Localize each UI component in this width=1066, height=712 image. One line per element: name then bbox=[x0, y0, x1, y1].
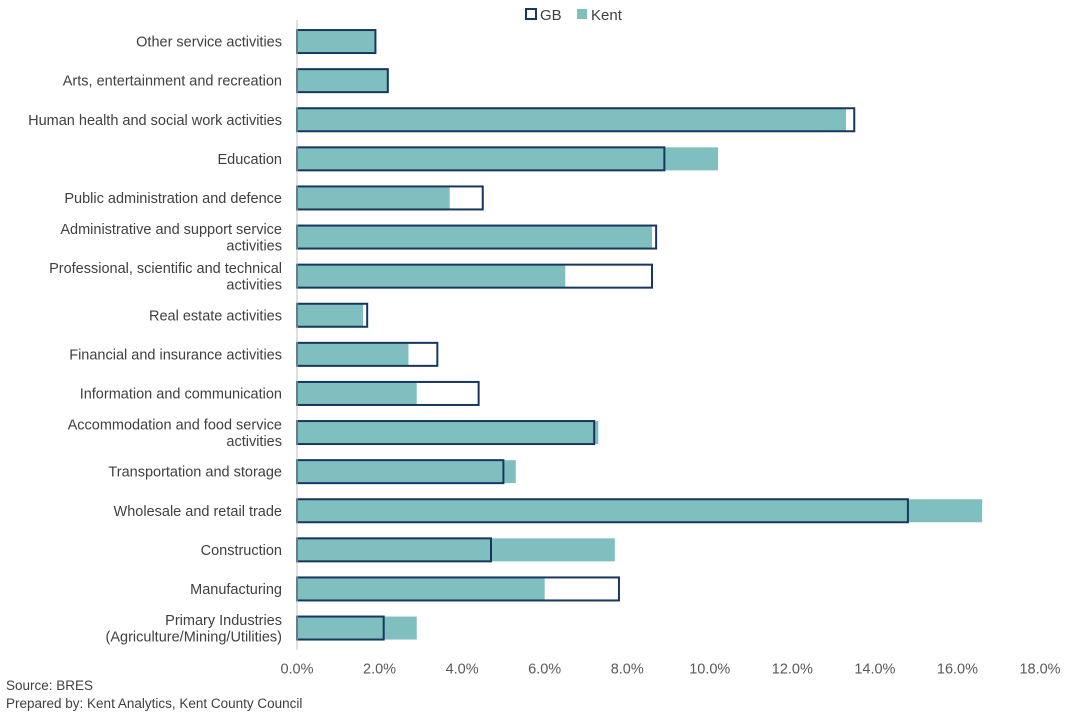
legend: GB Kent bbox=[526, 7, 623, 24]
category-label-manufacturing: Manufacturing bbox=[190, 582, 282, 598]
bar-kent-transportation-and-storage bbox=[297, 460, 516, 483]
bar-kent-manufacturing bbox=[297, 577, 545, 600]
category-label-construction: Construction bbox=[201, 543, 282, 559]
category-label-information-and-communication: Information and communication bbox=[80, 386, 282, 402]
category-label-financial-and-insurance-activities: Financial and insurance activities bbox=[69, 347, 282, 363]
category-label-wholesale-and-retail-trade: Wholesale and retail trade bbox=[114, 504, 282, 520]
x-tick-label: 0.0% bbox=[280, 662, 313, 678]
category-label-professional-scientific-and-technical-activities: Professional, scientific and technical ac… bbox=[49, 261, 282, 294]
bar-kent-construction bbox=[297, 538, 615, 561]
bar-kent-information-and-communication bbox=[297, 382, 417, 405]
bar-kent-arts-entertainment-and-recreation bbox=[297, 69, 388, 92]
legend-item-kent: Kent bbox=[577, 7, 623, 24]
category-label-administrative-and-support-service-activities: Administrative and support service activi… bbox=[60, 222, 282, 255]
bars bbox=[297, 30, 982, 640]
bar-kent-public-administration-and-defence bbox=[297, 186, 450, 209]
category-label-public-administration-and-defence: Public administration and defence bbox=[64, 191, 282, 207]
bar-kent-accommodation-and-food-service-activities bbox=[297, 421, 598, 444]
legend-swatch-gb bbox=[526, 9, 536, 19]
bar-kent-education bbox=[297, 147, 718, 170]
legend-item-gb: GB bbox=[526, 7, 562, 24]
x-tick-label: 16.0% bbox=[937, 662, 978, 678]
category-label-accommodation-and-food-service-activities: Accommodation and food service activities bbox=[68, 417, 282, 450]
category-label-arts-entertainment-and-recreation: Arts, entertainment and recreation bbox=[63, 74, 282, 90]
category-label-transportation-and-storage: Transportation and storage bbox=[108, 465, 282, 481]
x-tick-label: 12.0% bbox=[772, 662, 813, 678]
bar-kent-administrative-and-support-service-activities bbox=[297, 226, 652, 249]
x-tick-label: 2.0% bbox=[363, 662, 396, 678]
category-label-primary-industries-agriculture-mining-utilities: Primary Industries (Agriculture/Mining/Ut… bbox=[106, 613, 282, 646]
legend-label-gb: GB bbox=[540, 7, 562, 24]
x-tick-label: 6.0% bbox=[528, 662, 561, 678]
x-tick-label: 8.0% bbox=[611, 662, 644, 678]
bar-kent-real-estate-activities bbox=[297, 304, 363, 327]
legend-swatch-kent bbox=[577, 9, 587, 19]
x-tick-label: 18.0% bbox=[1019, 662, 1060, 678]
category-label-other-service-activities: Other service activities bbox=[136, 35, 282, 51]
x-tick-label: 10.0% bbox=[689, 662, 730, 678]
category-label-education: Education bbox=[218, 152, 283, 168]
bar-chart: GB Kent Other service activities Arts, ent… bbox=[0, 0, 1066, 690]
category-labels: Other service activities Arts, entertainm… bbox=[28, 35, 282, 646]
bar-kent-other-service-activities bbox=[297, 30, 375, 53]
x-tick-label: 14.0% bbox=[854, 662, 895, 678]
bar-kent-human-health-and-social-work-activities bbox=[297, 108, 846, 131]
bar-kent-professional-scientific-and-technical-activities bbox=[297, 265, 565, 288]
bar-kent-primary-industries-agriculture-mining-utilities bbox=[297, 617, 417, 640]
category-label-real-estate-activities: Real estate activities bbox=[149, 308, 282, 324]
prepared-by-note: Prepared by: Kent Analytics, Kent County… bbox=[6, 696, 302, 711]
source-note: Source: BRES bbox=[6, 678, 93, 693]
bar-kent-wholesale-and-retail-trade bbox=[297, 499, 982, 522]
legend-label-kent: Kent bbox=[591, 7, 623, 24]
bar-kent-financial-and-insurance-activities bbox=[297, 343, 408, 366]
category-label-human-health-and-social-work-activities: Human health and social work activities bbox=[28, 113, 282, 129]
x-axis-tick-labels: 0.0% 2.0% 4.0% 6.0% 8.0% 10.0% 12.0% 14.0% 16.0%… bbox=[280, 662, 1060, 678]
x-tick-label: 4.0% bbox=[446, 662, 479, 678]
